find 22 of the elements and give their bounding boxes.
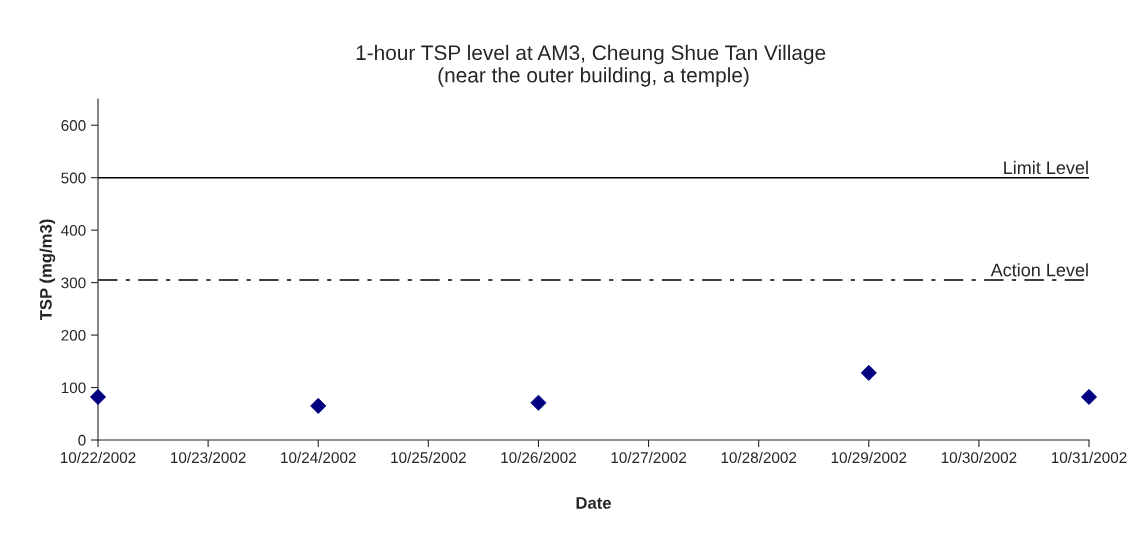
x-tick-label: 10/31/2002 (1051, 451, 1127, 464)
y-axis-title: TSP (mg/m3) (39, 219, 56, 321)
x-tick-label: 10/22/2002 (60, 451, 136, 464)
x-tick-label: 10/26/2002 (501, 451, 576, 464)
ref-line-label: Limit Level (1004, 160, 1088, 175)
chart-title: 1-hour TSP level at AM3, Cheung Shue Tan Village (near the outer building, a temple) (356, 44, 826, 87)
y-tick-label: 300 (61, 277, 86, 289)
y-tick-label: 400 (61, 225, 86, 236)
x-tick-label: 10/23/2002 (171, 451, 246, 464)
x-tick-label: 10/28/2002 (721, 451, 797, 464)
x-tick-label: 10/27/2002 (611, 451, 687, 464)
x-tick-label: 10/25/2002 (391, 451, 466, 464)
x-tick-label: 10/29/2002 (831, 451, 907, 464)
y-tick-label: 0 (78, 434, 86, 446)
x-axis-title: Date (576, 497, 611, 509)
y-tick-label: 100 (61, 382, 86, 394)
y-tick-label: 600 (61, 120, 86, 131)
ref-line-label: Action Level (990, 263, 1088, 277)
x-tick-label: 10/24/2002 (281, 451, 356, 464)
y-tick-label: 200 (61, 329, 86, 341)
y-tick-label: 500 (61, 172, 86, 184)
x-tick-label: 10/30/2002 (941, 451, 1017, 464)
